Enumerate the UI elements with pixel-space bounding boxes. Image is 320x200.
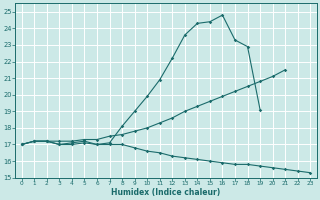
X-axis label: Humidex (Indice chaleur): Humidex (Indice chaleur): [111, 188, 220, 197]
